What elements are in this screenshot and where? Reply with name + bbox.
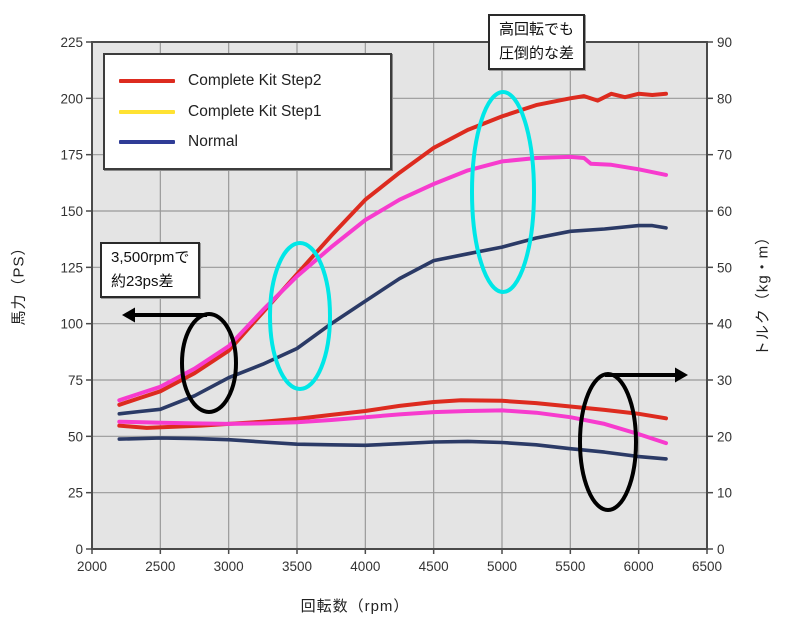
legend-item-normal: Normal <box>119 133 390 151</box>
x-axis-tick-label: 4500 <box>419 559 449 574</box>
right-axis-tick-label: 80 <box>717 91 732 106</box>
step2-line-swatch <box>119 78 175 83</box>
legend-label-step2: Complete Kit Step2 <box>188 71 322 89</box>
left-axis-tick-label: 200 <box>60 91 83 106</box>
cyan-ellipse-5000rpm <box>470 90 536 294</box>
left-axis-tick-label: 50 <box>68 429 83 444</box>
left-axis-tick-label: 125 <box>60 260 83 275</box>
left-axis-tick-label: 25 <box>68 486 83 501</box>
x-axis-tick-label: 6000 <box>624 559 654 574</box>
right-axis-tick-label: 60 <box>717 204 732 219</box>
annotation-high-rpm-gap: 高回転でも 圧倒的な差 <box>488 14 586 70</box>
x-axis-tick-label: 3500 <box>282 559 312 574</box>
legend-box: Complete Kit Step2 Complete Kit Step1 No… <box>103 53 392 170</box>
left-axis-tick-label: 150 <box>60 204 83 219</box>
left-axis-tick-label: 75 <box>68 373 83 388</box>
curve-complete-kit-step1-power-ps- <box>117 154 668 403</box>
right-axis-title: トルク（kg・m） <box>754 228 772 357</box>
arrow-to-right-axis-head <box>675 367 688 383</box>
curve-normal-power-ps- <box>117 223 668 416</box>
black-ellipse-power-curves <box>180 312 238 414</box>
right-axis-tick-label: 10 <box>717 486 732 501</box>
right-axis-tick-label: 30 <box>717 373 732 388</box>
x-axis-tick-label: 2500 <box>145 559 175 574</box>
annotation-high-rpm-line2: 圧倒的な差 <box>499 45 575 62</box>
x-axis-tick-label: 2000 <box>77 559 107 574</box>
right-axis-tick-label: 90 <box>717 35 732 50</box>
legend-item-step1: Complete Kit Step1 <box>119 103 390 121</box>
legend-label-step1: Complete Kit Step1 <box>188 102 322 120</box>
normal-line-swatch <box>119 140 175 145</box>
plot-frame <box>91 41 708 550</box>
x-axis-tick-label: 5000 <box>487 559 517 574</box>
right-axis-tick-label: 20 <box>717 429 732 444</box>
right-axis-tick-label: 50 <box>717 260 732 275</box>
arrow-to-left-axis-head <box>122 307 135 323</box>
annotation-3500rpm-gap: 3,500rpmで 約23ps差 <box>100 242 201 298</box>
left-axis-title: 馬力（PS） <box>10 239 28 326</box>
x-axis-title: 回転数（rpm） <box>300 598 410 615</box>
annotation-3500rpm-line2: 約23ps差 <box>111 273 174 290</box>
left-axis-tick-label: 100 <box>60 317 83 332</box>
right-axis-tick-label: 0 <box>717 542 725 557</box>
left-axis-tick-label: 225 <box>60 35 83 50</box>
left-axis-tick-label: 0 <box>75 542 83 557</box>
right-axis-tick-label: 40 <box>717 317 732 332</box>
x-axis-tick-label: 3000 <box>214 559 244 574</box>
right-axis-tick-label: 70 <box>717 148 732 163</box>
left-axis-tick-label: 175 <box>60 148 83 163</box>
x-axis-tick-label: 6500 <box>692 559 722 574</box>
curve-complete-kit-step2-power-ps- <box>117 91 668 407</box>
legend-label-normal: Normal <box>188 133 238 151</box>
x-axis-tick-label: 4000 <box>350 559 380 574</box>
annotation-3500rpm-line1: 3,500rpmで <box>111 249 190 266</box>
cyan-ellipse-3500rpm <box>268 241 332 391</box>
step1-line-swatch <box>119 109 175 114</box>
annotation-high-rpm-line1: 高回転でも <box>499 21 575 38</box>
curve-complete-kit-step2-torque-kg-m- <box>117 398 668 430</box>
legend-item-step2: Complete Kit Step2 <box>119 72 390 90</box>
x-axis-tick-label: 5500 <box>555 559 585 574</box>
